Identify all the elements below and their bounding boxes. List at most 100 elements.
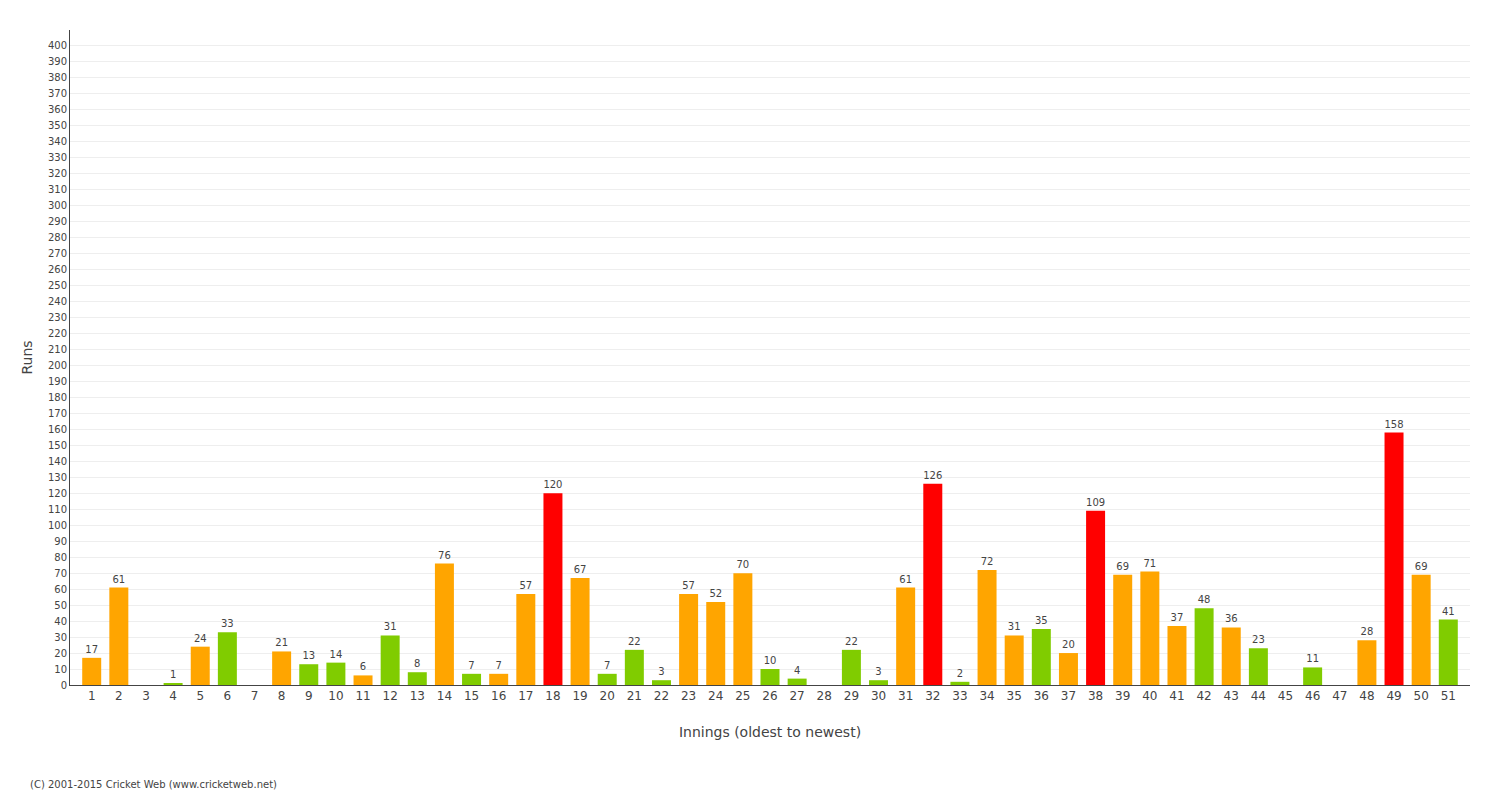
svg-text:7: 7 bbox=[495, 660, 501, 671]
svg-text:34: 34 bbox=[979, 689, 994, 703]
svg-text:13: 13 bbox=[302, 650, 315, 661]
svg-text:20: 20 bbox=[54, 648, 67, 659]
svg-text:40: 40 bbox=[54, 616, 67, 627]
svg-text:23: 23 bbox=[681, 689, 696, 703]
svg-text:6: 6 bbox=[360, 661, 366, 672]
svg-text:190: 190 bbox=[48, 376, 67, 387]
svg-text:18: 18 bbox=[545, 689, 560, 703]
svg-text:Runs: Runs bbox=[19, 340, 35, 374]
svg-text:2: 2 bbox=[957, 668, 963, 679]
svg-text:230: 230 bbox=[48, 312, 67, 323]
svg-text:67: 67 bbox=[574, 564, 587, 575]
svg-text:170: 170 bbox=[48, 408, 67, 419]
svg-text:31: 31 bbox=[1008, 621, 1021, 632]
svg-text:47: 47 bbox=[1332, 689, 1347, 703]
svg-text:38: 38 bbox=[1088, 689, 1103, 703]
svg-text:45: 45 bbox=[1278, 689, 1293, 703]
svg-text:100: 100 bbox=[48, 520, 67, 531]
svg-text:22: 22 bbox=[628, 636, 641, 647]
svg-text:158: 158 bbox=[1384, 419, 1403, 430]
svg-text:24: 24 bbox=[708, 689, 723, 703]
svg-text:400: 400 bbox=[48, 40, 67, 51]
svg-text:200: 200 bbox=[48, 360, 67, 371]
svg-text:350: 350 bbox=[48, 120, 67, 131]
svg-text:270: 270 bbox=[48, 248, 67, 259]
svg-text:36: 36 bbox=[1034, 689, 1049, 703]
svg-text:24: 24 bbox=[194, 633, 207, 644]
svg-text:39: 39 bbox=[1115, 689, 1130, 703]
svg-text:10: 10 bbox=[764, 655, 777, 666]
svg-text:11: 11 bbox=[1306, 653, 1319, 664]
svg-text:69: 69 bbox=[1116, 561, 1129, 572]
svg-text:30: 30 bbox=[54, 632, 67, 643]
svg-text:290: 290 bbox=[48, 216, 67, 227]
svg-text:21: 21 bbox=[627, 689, 642, 703]
svg-text:28: 28 bbox=[1361, 626, 1374, 637]
svg-text:46: 46 bbox=[1305, 689, 1320, 703]
svg-text:20: 20 bbox=[600, 689, 615, 703]
svg-text:13: 13 bbox=[410, 689, 425, 703]
svg-text:330: 330 bbox=[48, 152, 67, 163]
svg-text:41: 41 bbox=[1442, 606, 1455, 617]
svg-text:7: 7 bbox=[468, 660, 474, 671]
svg-text:7: 7 bbox=[251, 689, 259, 703]
svg-text:40: 40 bbox=[1142, 689, 1157, 703]
svg-text:61: 61 bbox=[899, 574, 912, 585]
svg-text:71: 71 bbox=[1143, 558, 1156, 569]
svg-text:30: 30 bbox=[871, 689, 886, 703]
svg-text:(C) 2001-2015 Cricket Web (www: (C) 2001-2015 Cricket Web (www.cricketwe… bbox=[30, 779, 277, 790]
svg-text:17: 17 bbox=[518, 689, 533, 703]
svg-text:11: 11 bbox=[355, 689, 370, 703]
svg-text:360: 360 bbox=[48, 104, 67, 115]
svg-text:20: 20 bbox=[1062, 639, 1075, 650]
svg-text:43: 43 bbox=[1224, 689, 1239, 703]
svg-text:380: 380 bbox=[48, 72, 67, 83]
svg-text:61: 61 bbox=[112, 574, 125, 585]
svg-text:0: 0 bbox=[61, 680, 67, 691]
svg-text:7: 7 bbox=[604, 660, 610, 671]
svg-text:210: 210 bbox=[48, 344, 67, 355]
svg-text:35: 35 bbox=[1007, 689, 1022, 703]
svg-text:14: 14 bbox=[437, 689, 452, 703]
svg-text:3: 3 bbox=[658, 666, 664, 677]
svg-text:50: 50 bbox=[1414, 689, 1429, 703]
svg-text:51: 51 bbox=[1441, 689, 1456, 703]
svg-text:31: 31 bbox=[384, 621, 397, 632]
svg-text:36: 36 bbox=[1225, 613, 1238, 624]
svg-text:14: 14 bbox=[330, 649, 343, 660]
svg-text:150: 150 bbox=[48, 440, 67, 451]
svg-text:8: 8 bbox=[278, 689, 286, 703]
svg-text:12: 12 bbox=[383, 689, 398, 703]
svg-text:260: 260 bbox=[48, 264, 67, 275]
svg-text:19: 19 bbox=[572, 689, 587, 703]
svg-text:33: 33 bbox=[952, 689, 967, 703]
svg-text:3: 3 bbox=[142, 689, 150, 703]
svg-text:16: 16 bbox=[491, 689, 506, 703]
svg-text:4: 4 bbox=[794, 665, 800, 676]
svg-text:130: 130 bbox=[48, 472, 67, 483]
svg-text:37: 37 bbox=[1171, 612, 1184, 623]
svg-text:32: 32 bbox=[925, 689, 940, 703]
svg-text:48: 48 bbox=[1359, 689, 1374, 703]
svg-text:6: 6 bbox=[224, 689, 232, 703]
svg-text:44: 44 bbox=[1251, 689, 1266, 703]
svg-text:29: 29 bbox=[844, 689, 859, 703]
svg-text:26: 26 bbox=[762, 689, 777, 703]
svg-text:28: 28 bbox=[817, 689, 832, 703]
svg-text:33: 33 bbox=[221, 618, 234, 629]
svg-text:52: 52 bbox=[709, 588, 722, 599]
svg-text:240: 240 bbox=[48, 296, 67, 307]
svg-text:320: 320 bbox=[48, 168, 67, 179]
svg-text:310: 310 bbox=[48, 184, 67, 195]
svg-text:10: 10 bbox=[328, 689, 343, 703]
svg-text:3: 3 bbox=[875, 666, 881, 677]
svg-text:140: 140 bbox=[48, 456, 67, 467]
svg-text:220: 220 bbox=[48, 328, 67, 339]
svg-text:80: 80 bbox=[54, 552, 67, 563]
svg-text:110: 110 bbox=[48, 504, 67, 515]
svg-text:300: 300 bbox=[48, 200, 67, 211]
svg-text:120: 120 bbox=[543, 479, 562, 490]
svg-text:31: 31 bbox=[898, 689, 913, 703]
svg-text:9: 9 bbox=[305, 689, 313, 703]
svg-text:27: 27 bbox=[789, 689, 804, 703]
